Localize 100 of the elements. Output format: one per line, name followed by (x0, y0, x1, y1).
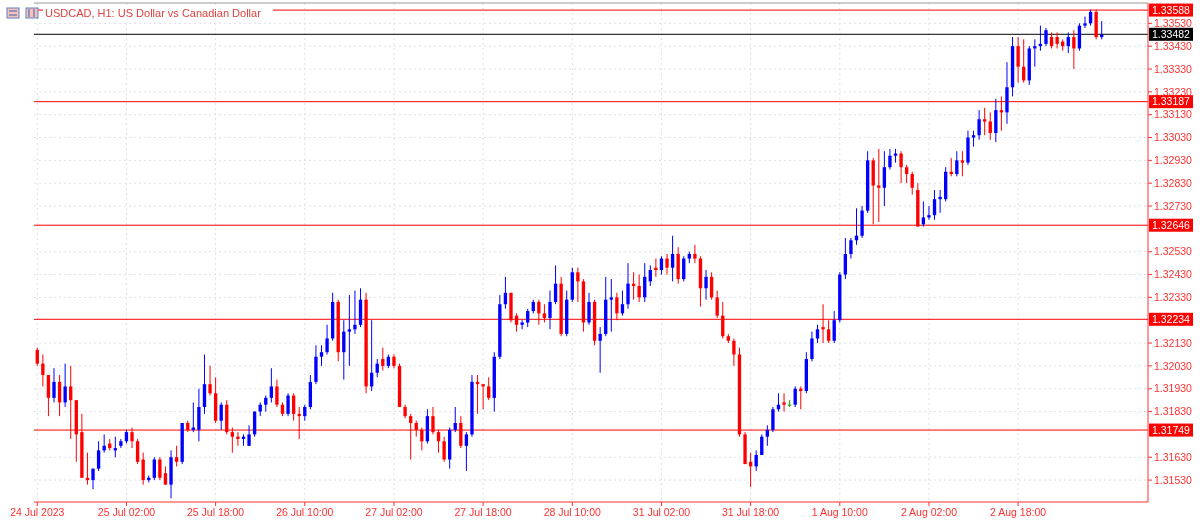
candlestick (899, 150, 903, 184)
x-tick-label: 25 Jul 02:00 (97, 506, 156, 518)
candlestick (910, 171, 914, 196)
candlestick (1016, 36, 1020, 84)
candlestick (877, 148, 881, 223)
candlestick (135, 438, 140, 465)
candlestick (810, 331, 814, 362)
y-tick-label: 1.32330 (1154, 291, 1193, 304)
candlestick (927, 205, 931, 221)
candlestick (921, 200, 926, 228)
candlestick (1072, 29, 1076, 70)
candlestick (994, 98, 998, 143)
candlestick (319, 344, 324, 367)
y-tick-label: 1.33530 (1154, 17, 1193, 29)
candlestick (548, 290, 552, 330)
candlestick (520, 319, 524, 330)
candlestick (670, 235, 675, 282)
candlestick (197, 388, 201, 442)
candlestick (41, 353, 45, 387)
chart-title: USDCAD, H1: US Dollar vs Canadian Dollar (45, 7, 262, 19)
y-tick-label: 1.32930 (1154, 154, 1193, 167)
candlestick (247, 424, 251, 447)
candlestick (286, 392, 290, 417)
y-tick-label: 1.32830 (1154, 176, 1193, 189)
candlestick (158, 456, 162, 481)
candlestick (35, 347, 39, 367)
candlestick (960, 150, 965, 177)
candlestick (96, 440, 101, 472)
x-tick-label: 31 Jul 18:00 (722, 506, 780, 518)
candlestick (654, 258, 658, 278)
candlestick (52, 367, 56, 403)
y-tick-label: 1.31630 (1154, 450, 1193, 463)
y-tick-label: 1.31930 (1154, 382, 1193, 395)
ref-line-label: 1.31749 (1152, 423, 1191, 436)
candlestick (704, 269, 708, 301)
candlestick (46, 374, 51, 417)
candlestick (765, 424, 770, 447)
y-tick-label: 1.32730 (1154, 199, 1193, 212)
y-tick-label: 1.33130 (1154, 108, 1193, 121)
x-tick-label: 2 Aug 18:00 (990, 506, 1047, 518)
candlestick (771, 406, 775, 433)
x-tick-label: 31 Jul 02:00 (632, 506, 691, 518)
candlestick (174, 445, 179, 467)
candlestick (1055, 31, 1059, 49)
candlestick (793, 385, 797, 408)
x-tick-label: 26 Jul 10:00 (276, 506, 334, 518)
y-tick-label: 1.32130 (1154, 336, 1193, 349)
candlestick (665, 253, 669, 276)
candlestick (888, 148, 892, 170)
candlestick (693, 244, 697, 264)
candlestick (932, 189, 937, 221)
candlestick (202, 353, 207, 415)
ref-line-label: 1.32646 (1152, 218, 1191, 231)
candlestick (587, 292, 591, 326)
candlestick (275, 379, 279, 408)
candlestick (325, 324, 329, 355)
candlestick (1033, 38, 1037, 68)
candlestick (481, 383, 485, 410)
x-tick-label: 27 Jul 18:00 (454, 506, 512, 518)
y-tick-label: 1.33030 (1154, 131, 1193, 144)
candlestick (347, 294, 352, 367)
y-tick-label: 1.33330 (1154, 62, 1193, 75)
candlestick (598, 326, 602, 374)
candlestick (102, 433, 106, 454)
x-tick-label: 28 Jul 10:00 (543, 506, 602, 518)
candlestick (832, 310, 836, 344)
ref-line-label: 1.33482 (1152, 27, 1191, 40)
candlestick (576, 267, 580, 303)
y-tick-label: 1.31530 (1154, 473, 1193, 486)
candlestick (464, 431, 469, 472)
candlestick (882, 150, 887, 207)
candlestick (626, 262, 630, 310)
y-tick-label: 1.32030 (1154, 359, 1193, 372)
candlestick (955, 150, 959, 177)
candlestick (637, 274, 641, 303)
y-tick-label: 1.33230 (1154, 85, 1193, 98)
y-tick-label: 1.32430 (1154, 268, 1193, 281)
y-tick-label: 1.33430 (1154, 39, 1193, 52)
candlestick (782, 392, 786, 413)
candlestick (487, 376, 491, 401)
candlestick (849, 237, 853, 260)
y-tick-label: 1.32530 (1154, 245, 1193, 258)
candlestick (843, 237, 848, 280)
x-tick-label: 27 Jul 02:00 (365, 506, 423, 518)
candlestick (63, 363, 67, 408)
x-tick-label: 1 Aug 10:00 (811, 506, 868, 518)
candlestick (609, 278, 613, 333)
candlestick (983, 107, 987, 136)
candlestick (269, 367, 274, 403)
candlestick (219, 401, 223, 431)
candlestick (353, 290, 357, 335)
candlestick (442, 436, 446, 463)
ref-line-label: 1.32234 (1152, 312, 1191, 325)
candlestick (453, 406, 457, 433)
y-tick-label: 1.31830 (1154, 405, 1193, 418)
candlestick (163, 465, 168, 486)
candlestick (381, 347, 385, 371)
candlestick (977, 109, 981, 141)
candlestick (938, 189, 942, 214)
candlestick (904, 164, 909, 184)
